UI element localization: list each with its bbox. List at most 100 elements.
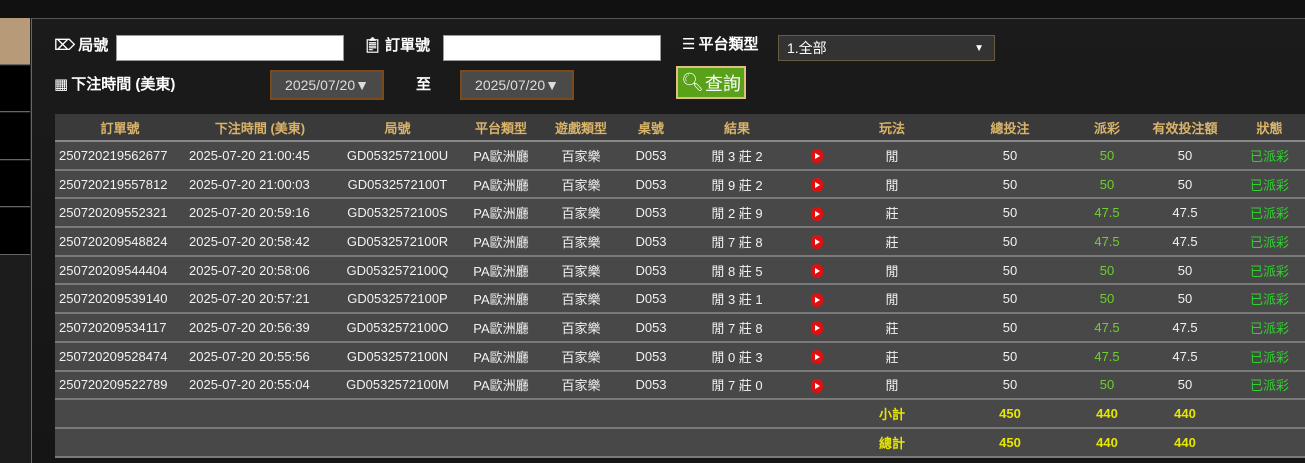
table-cell: 50 bbox=[942, 341, 1078, 372]
column-header: 局號 bbox=[335, 114, 460, 142]
column-header: 桌號 bbox=[620, 114, 682, 142]
table-cell: 閒 7 莊 0 bbox=[682, 370, 792, 401]
table-cell: 閒 3 莊 2 bbox=[682, 141, 792, 171]
table-cell: 已派彩 bbox=[1234, 227, 1305, 257]
table-cell: 440 bbox=[1136, 399, 1234, 429]
calendar-icon: ▦ bbox=[54, 75, 69, 93]
table-cell bbox=[55, 399, 185, 429]
table-cell: D053 bbox=[620, 313, 682, 343]
table-cell bbox=[460, 399, 542, 429]
video-replay-icon[interactable] bbox=[811, 292, 823, 307]
table-cell bbox=[792, 169, 842, 200]
table-cell: GD0532572100Q bbox=[335, 255, 460, 286]
search-button[interactable]: 🔍︎ 查詢 bbox=[676, 66, 746, 99]
table-cell: 50 bbox=[1078, 169, 1136, 200]
table-cell bbox=[792, 141, 842, 171]
list-icon: ☰ bbox=[682, 35, 696, 53]
table-cell: 2025-07-20 20:55:04 bbox=[185, 370, 335, 401]
table-row: 250720209534117 2025-07-20 20:56:39 GD0532… bbox=[55, 313, 1305, 343]
table-cell: 莊 bbox=[842, 198, 942, 229]
table-cell: 閒 bbox=[842, 169, 942, 200]
table-cell: 2025-07-20 20:57:21 bbox=[185, 284, 335, 315]
time-label: ▦ 下注時間 (美東) bbox=[54, 75, 176, 94]
table-cell bbox=[542, 399, 620, 429]
table-cell: 50 bbox=[1136, 284, 1234, 315]
table-cell: D053 bbox=[620, 169, 682, 200]
table-cell: GD0532572100O bbox=[335, 313, 460, 343]
table-cell: 百家樂 bbox=[542, 198, 620, 229]
top-bar bbox=[0, 0, 1305, 18]
table-cell: 47.5 bbox=[1136, 313, 1234, 343]
table-cell: 250720209528474 bbox=[55, 341, 185, 372]
table-cell: 47.5 bbox=[1136, 227, 1234, 257]
table-cell: 50 bbox=[1078, 255, 1136, 286]
table-cell: 250720209522789 bbox=[55, 370, 185, 401]
table-cell: 50 bbox=[1136, 370, 1234, 401]
sidebar-tab[interactable] bbox=[0, 208, 30, 255]
table-cell bbox=[185, 399, 335, 429]
table-cell: GD0532572100T bbox=[335, 169, 460, 200]
date-from-select[interactable]: 2025/07/20▼ bbox=[270, 70, 384, 100]
table-cell: 50 bbox=[1078, 370, 1136, 401]
table-row: 250720219557812 2025-07-20 21:00:03 GD0532… bbox=[55, 169, 1305, 200]
video-replay-icon[interactable] bbox=[811, 321, 823, 336]
table-cell bbox=[542, 427, 620, 458]
table-cell: 50 bbox=[942, 313, 1078, 343]
order-input[interactable] bbox=[443, 35, 661, 61]
table-cell: 閒 7 莊 8 bbox=[682, 227, 792, 257]
table-cell: 440 bbox=[1136, 427, 1234, 458]
table-cell: 50 bbox=[1078, 141, 1136, 171]
table-row: 250720209522789 2025-07-20 20:55:04 GD0532… bbox=[55, 370, 1305, 401]
video-replay-icon[interactable] bbox=[811, 235, 823, 250]
table-cell: PA歐洲廳 bbox=[460, 284, 542, 315]
table-cell: PA歐洲廳 bbox=[460, 198, 542, 229]
video-replay-icon[interactable] bbox=[811, 349, 823, 364]
table-cell: 2025-07-20 20:56:39 bbox=[185, 313, 335, 343]
sidebar-tab[interactable] bbox=[0, 113, 30, 160]
table-cell: 百家樂 bbox=[542, 284, 620, 315]
table-cell: 總計 bbox=[842, 427, 942, 458]
table-cell: 50 bbox=[942, 198, 1078, 229]
table-cell: D053 bbox=[620, 141, 682, 171]
table-cell bbox=[1234, 427, 1305, 458]
platform-select[interactable]: 1.全部 ▼ bbox=[778, 35, 995, 61]
table-cell: PA歐洲廳 bbox=[460, 255, 542, 286]
table-row: 250720209548824 2025-07-20 20:58:42 GD0532… bbox=[55, 227, 1305, 257]
table-cell bbox=[335, 399, 460, 429]
video-replay-icon[interactable] bbox=[811, 206, 823, 221]
table-cell: GD0532572100R bbox=[335, 227, 460, 257]
table-cell: 47.5 bbox=[1136, 198, 1234, 229]
table-cell bbox=[792, 427, 842, 458]
table-cell: 閒 0 莊 3 bbox=[682, 341, 792, 372]
column-header: 訂單號 bbox=[55, 114, 185, 142]
table-cell: 閒 bbox=[842, 284, 942, 315]
column-header: 狀態 bbox=[1234, 114, 1305, 142]
table-cell: 50 bbox=[942, 255, 1078, 286]
date-to-select[interactable]: 2025/07/20▼ bbox=[460, 70, 574, 100]
table-cell: PA歐洲廳 bbox=[460, 227, 542, 257]
table-cell: 440 bbox=[1078, 427, 1136, 458]
column-header: 有效投注額 bbox=[1136, 114, 1234, 142]
table-cell bbox=[682, 399, 792, 429]
table-cell bbox=[792, 370, 842, 401]
sidebar-tab[interactable] bbox=[0, 161, 30, 207]
table-cell: 2025-07-20 20:58:06 bbox=[185, 255, 335, 286]
table-cell: PA歐洲廳 bbox=[460, 313, 542, 343]
table-cell: 50 bbox=[942, 169, 1078, 200]
table-cell: 250720219557812 bbox=[55, 169, 185, 200]
video-replay-icon[interactable] bbox=[811, 378, 823, 393]
video-replay-icon[interactable] bbox=[811, 149, 823, 164]
bet-records-table: 訂單號 下注時間 (美東) 局號 平台類型 遊戲類型 桌號 結果 玩法 總投注 派彩 有效投注額 狀態… bbox=[55, 114, 1305, 458]
table-cell bbox=[792, 255, 842, 286]
video-replay-icon[interactable] bbox=[811, 263, 823, 278]
chevron-down-icon: ▼ bbox=[974, 42, 984, 54]
table-cell: 47.5 bbox=[1078, 341, 1136, 372]
round-input[interactable] bbox=[116, 35, 344, 61]
sidebar-tab-active[interactable] bbox=[0, 18, 30, 65]
table-cell bbox=[620, 427, 682, 458]
video-replay-icon[interactable] bbox=[811, 177, 823, 192]
table-cell bbox=[792, 284, 842, 315]
table-row: 250720209552321 2025-07-20 20:59:16 GD0532… bbox=[55, 198, 1305, 229]
sidebar-tab[interactable] bbox=[0, 66, 30, 112]
table-cell: GD0532572100U bbox=[335, 141, 460, 171]
